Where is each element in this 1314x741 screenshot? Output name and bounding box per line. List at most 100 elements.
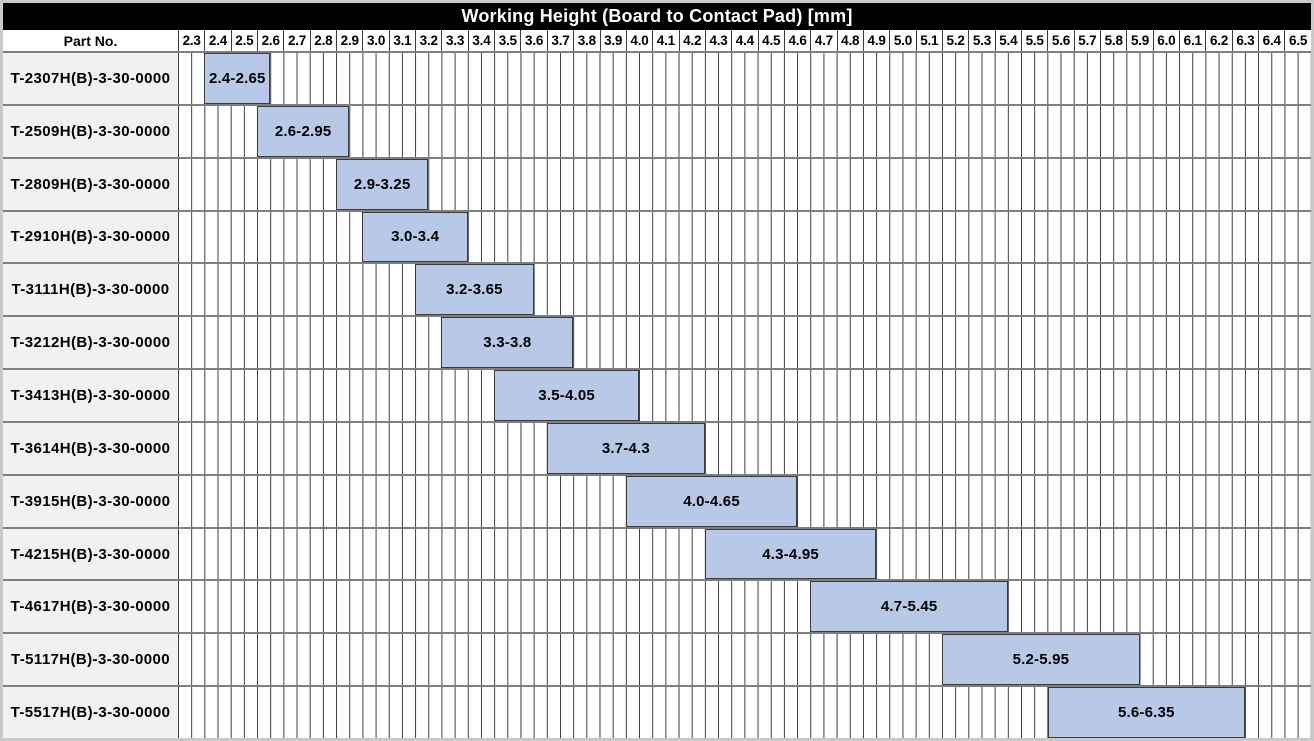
range-label: 2.9-3.25 [353,175,411,193]
scale-tick-label: 4.1 [652,30,678,51]
working-height-track: 2.9-3.25 [178,158,1311,210]
table-row: T-2307H(B)-3-30-0000 2.4-2.65 [3,53,1311,106]
working-height-bar: 5.6-6.35 [1047,687,1246,738]
working-height-track: 4.7-5.45 [178,581,1311,633]
part-number-label: T-5517H(B)-3-30-0000 [3,687,178,738]
scale-tick-label: 4.8 [836,30,863,51]
scale-tick-label: 3.4 [467,30,494,51]
scale-tick-label: 6.5 [1284,30,1310,51]
range-label: 2.6-2.95 [274,122,332,140]
scale-tick-label: 5.7 [1073,30,1100,51]
range-label: 3.3-3.8 [483,334,532,352]
scale-tick-label: 2.3 [178,30,204,51]
part-number-label: T-4617H(B)-3-30-0000 [3,581,178,633]
table-row: T-3614H(B)-3-30-0000 3.7-4.3 [3,422,1311,476]
scale-tick-label: 3.6 [520,30,546,51]
scale-tick-label: 3.7 [546,30,573,51]
part-number-label: T-3614H(B)-3-30-0000 [3,422,178,474]
scale-tick-label: 2.8 [309,30,336,51]
part-number-label: T-2509H(B)-3-30-0000 [3,105,178,157]
range-label: 2.4-2.65 [208,69,266,87]
scale-tick-label: 3.8 [573,30,599,51]
scale-tick-label: 4.3 [704,30,731,51]
scale-tick-label: 4.6 [783,30,810,51]
scale-tick-label: 4.0 [625,30,652,51]
table-row: T-3212H(B)-3-30-0000 3.3-3.8 [3,317,1311,371]
part-number-label: T-4215H(B)-3-30-0000 [3,528,178,580]
working-height-track: 3.2-3.65 [178,264,1311,316]
working-height-track: 3.7-4.3 [178,422,1311,474]
scale-tick-label: 2.4 [204,30,230,51]
part-number-label: T-3915H(B)-3-30-0000 [3,475,178,527]
working-height-bar: 5.2-5.95 [942,634,1140,686]
working-height-track: 4.3-4.95 [178,528,1311,580]
scale-tick-label: 2.9 [336,30,362,51]
range-label: 4.0-4.65 [683,492,740,510]
range-label: 4.3-4.95 [762,545,819,563]
part-no-header: Part No. [63,32,118,49]
range-label: 3.7-4.3 [601,439,650,457]
working-height-bar: 3.2-3.65 [415,264,534,316]
working-height-track: 2.4-2.65 [178,53,1311,104]
working-height-track: 4.0-4.65 [178,475,1311,527]
scale-tick-label: 5.8 [1100,30,1126,51]
header-row: Part No. 2.3 2.4 2.5 2.6 2.7 2.8 2.9 3.0 3.1 3.2 3… [3,30,1311,53]
table-row: T-2809H(B)-3-30-0000 2.9-3.25 [3,158,1311,212]
scale-tick-label: 6.4 [1258,30,1284,51]
table-row: T-2910H(B)-3-30-0000 3.0-3.4 [3,211,1311,265]
scale-tick-label: 6.2 [1205,30,1231,51]
part-number-label: T-2910H(B)-3-30-0000 [3,211,178,263]
range-label: 4.7-5.45 [880,598,938,616]
table-row: T-3915H(B)-3-30-0000 4.0-4.65 [3,475,1311,529]
scale-tick-label: 3.9 [599,30,626,51]
scale-tick-label: 4.5 [757,30,784,51]
part-number-label: T-3111H(B)-3-30-0000 [3,264,178,316]
scale-tick-label: 5.2 [941,30,968,51]
scale-tick-label: 5.5 [1021,30,1047,51]
scale-tick-label: 2.5 [230,30,257,51]
scale-tick-label: 6.3 [1231,30,1258,51]
scale-tick-label: 5.4 [994,30,1021,51]
scale-tick-label: 5.0 [889,30,915,51]
part-number-label: T-5117H(B)-3-30-0000 [3,634,178,686]
scale-tick-label: 6.0 [1152,30,1179,51]
scale-tick-label: 3.2 [415,30,441,51]
part-number-label: T-2809H(B)-3-30-0000 [3,158,178,210]
part-number-label: T-2307H(B)-3-30-0000 [3,53,178,104]
scale-tick-label: 4.7 [810,30,836,51]
table-row: T-5117H(B)-3-30-0000 5.2-5.95 [3,634,1311,688]
scale-tick-label: 5.1 [915,30,942,51]
working-height-bar: 4.0-4.65 [625,475,798,527]
working-height-bar: 2.4-2.65 [204,53,271,104]
table-row: T-3413H(B)-3-30-0000 3.5-4.05 [3,370,1311,423]
scale-tick-label: 6.1 [1179,30,1205,51]
scale-tick-label: 4.4 [731,30,757,51]
range-label: 5.2-5.95 [1012,651,1070,669]
working-height-bar: 4.3-4.95 [704,528,877,580]
working-height-track: 3.3-3.8 [178,317,1311,369]
scale-tick-label: 3.1 [388,30,415,51]
scale-tick-label: 2.6 [257,30,283,51]
scale-tick-label: 2.7 [283,30,309,51]
table-row: T-3111H(B)-3-30-0000 3.2-3.65 [3,264,1311,318]
working-height-track: 5.2-5.95 [178,634,1311,686]
range-label: 3.2-3.65 [446,281,503,299]
scale-tick-label: 5.6 [1047,30,1073,51]
working-height-bar: 3.0-3.4 [362,211,468,263]
working-height-bar: 3.3-3.8 [441,317,574,369]
working-height-bar: 2.6-2.95 [257,105,350,157]
working-height-track: 2.6-2.95 [178,105,1311,157]
scale-tick-label: 3.0 [362,30,388,51]
range-label: 3.5-4.05 [538,386,595,404]
scale-tick-label: 5.3 [968,30,994,51]
part-number-label: T-3413H(B)-3-30-0000 [3,370,178,421]
part-number-label: T-3212H(B)-3-30-0000 [3,317,178,369]
chart-rows: T-2307H(B)-3-30-0000 2.4-2.65 T-2509H(B)-3… [3,53,1311,738]
scale-tick-label: 5.9 [1126,30,1152,51]
table-row: T-2509H(B)-3-30-0000 2.6-2.95 [3,105,1311,159]
scale-tick-label: 4.9 [862,30,889,51]
working-height-bar: 2.9-3.25 [336,158,429,210]
working-height-track: 5.6-6.35 [178,687,1311,738]
working-height-bar: 3.5-4.05 [494,370,640,421]
